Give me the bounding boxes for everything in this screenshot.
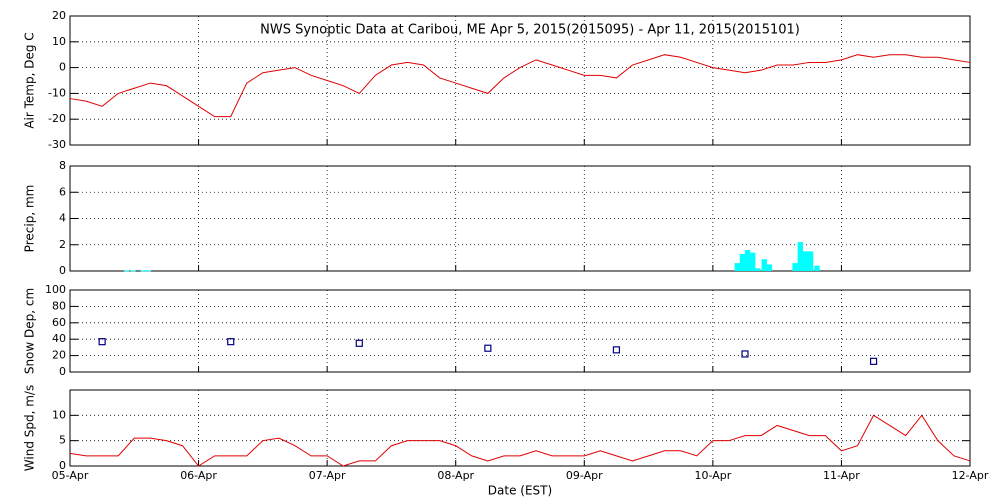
y-tick-label: 10 bbox=[52, 35, 66, 48]
point bbox=[612, 346, 621, 354]
bar bbox=[123, 270, 130, 272]
x-tick-label: 12-Apr bbox=[952, 469, 989, 482]
bar bbox=[792, 263, 798, 271]
plot-frame bbox=[69, 389, 971, 467]
y-tick-label: 4 bbox=[59, 212, 66, 225]
y-axis-label: Precip, mm bbox=[23, 185, 37, 253]
y-tick-label: 40 bbox=[52, 332, 66, 345]
bar bbox=[744, 250, 751, 271]
y-tick-label: 10 bbox=[52, 408, 66, 421]
x-tick-label: 07-Apr bbox=[309, 469, 346, 482]
y-tick-label: -10 bbox=[48, 86, 66, 99]
y-tick-label: -30 bbox=[48, 138, 66, 151]
y-tick-label: 0 bbox=[59, 365, 66, 378]
y-tick-label: 20 bbox=[52, 9, 66, 22]
y-tick-label: 2 bbox=[59, 238, 66, 251]
y-tick-label: 8 bbox=[59, 159, 66, 172]
x-tick-label: 11-Apr bbox=[823, 469, 860, 482]
bar bbox=[734, 263, 740, 271]
y-tick-label: 0 bbox=[59, 459, 66, 472]
bar bbox=[766, 264, 773, 271]
bar bbox=[797, 242, 803, 271]
y-axis-label: Wind Spd, m/s bbox=[23, 385, 37, 471]
data-line bbox=[69, 54, 971, 118]
bar bbox=[750, 252, 756, 271]
y-tick-label: 0 bbox=[59, 264, 66, 277]
bar bbox=[761, 259, 767, 271]
y-tick-label: 60 bbox=[52, 316, 66, 329]
y-tick-label: 0 bbox=[59, 61, 66, 74]
bar bbox=[755, 268, 761, 271]
data-line bbox=[69, 414, 971, 467]
x-tick-label: 05-Apr bbox=[52, 469, 89, 482]
point bbox=[741, 350, 749, 358]
y-tick-label: 5 bbox=[59, 434, 66, 447]
y-axis-label: Snow Dep, cm bbox=[23, 288, 37, 374]
y-axis-label: Air Temp, Deg C bbox=[23, 32, 37, 128]
y-tick-label: -20 bbox=[48, 112, 66, 125]
y-tick-label: 100 bbox=[45, 283, 66, 296]
point bbox=[98, 338, 106, 346]
bar bbox=[739, 253, 746, 271]
y-tick-label: 6 bbox=[59, 185, 66, 198]
bar bbox=[140, 270, 146, 272]
x-axis-label: Date (EST) bbox=[488, 484, 552, 498]
point bbox=[869, 357, 878, 365]
y-tick-label: 20 bbox=[52, 349, 66, 362]
point bbox=[355, 339, 363, 347]
plot-frame bbox=[69, 289, 971, 373]
bar bbox=[130, 270, 136, 272]
bar bbox=[802, 251, 809, 271]
x-tick-label: 08-Apr bbox=[437, 469, 474, 482]
point bbox=[227, 338, 235, 346]
x-tick-label: 09-Apr bbox=[566, 469, 603, 482]
bar bbox=[145, 270, 152, 272]
x-tick-label: 10-Apr bbox=[694, 469, 731, 482]
chart-title: NWS Synoptic Data at Caribou, ME Apr 5, … bbox=[260, 23, 800, 38]
point bbox=[484, 344, 492, 352]
bar bbox=[807, 251, 814, 271]
x-tick-label: 06-Apr bbox=[180, 469, 217, 482]
y-tick-label: 80 bbox=[52, 299, 66, 312]
bar bbox=[814, 265, 820, 271]
